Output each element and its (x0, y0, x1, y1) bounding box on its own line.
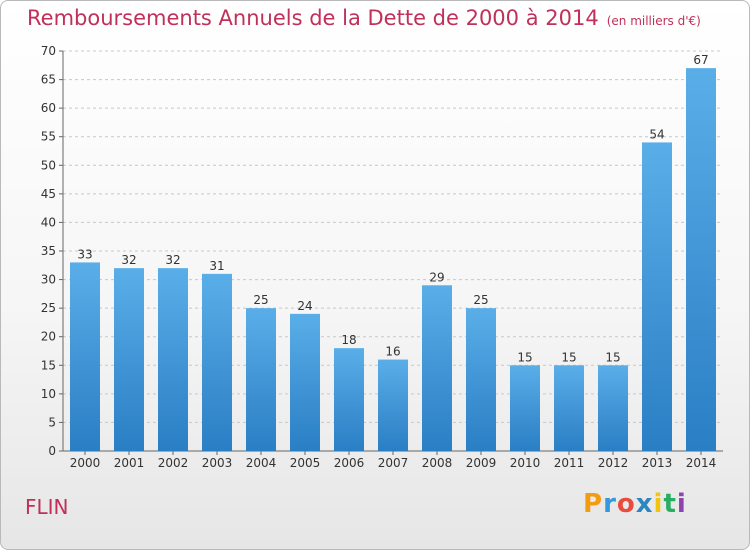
proxiti-logo: Proxiti (583, 489, 687, 519)
data-label: 15 (517, 350, 532, 364)
x-tick-label: 2009 (466, 456, 497, 470)
bar (642, 142, 672, 451)
bar (422, 285, 452, 451)
y-tick-label: 25 (41, 301, 56, 315)
data-label: 15 (605, 350, 620, 364)
x-tick-label: 2012 (598, 456, 629, 470)
y-tick-label: 30 (41, 273, 56, 287)
x-tick-label: 2008 (422, 456, 453, 470)
x-tick-label: 2006 (334, 456, 365, 470)
y-tick-labels: 0 5 10 15 20 25 30 35 40 45 50 55 60 65 70 (41, 44, 56, 458)
logo-letter: P (583, 489, 604, 519)
logo-letter: i (653, 489, 664, 519)
x-tick-label: 2002 (158, 456, 189, 470)
x-tick-label: 2001 (114, 456, 145, 470)
bar (510, 365, 540, 451)
data-label: 67 (693, 53, 708, 67)
y-tick-label: 0 (48, 444, 56, 458)
y-tick-label: 50 (41, 158, 56, 172)
data-label: 31 (209, 259, 224, 273)
x-tick-label: 2007 (378, 456, 409, 470)
data-label: 32 (121, 253, 136, 267)
chart-title-text: Remboursements Annuels de la Dette de 20… (27, 6, 599, 30)
logo-letter: i (676, 489, 687, 519)
y-tick-label: 15 (41, 358, 56, 372)
data-label: 24 (297, 299, 312, 313)
commune-name: FLIN (25, 495, 69, 519)
bar (598, 365, 628, 451)
logo-letter: t (663, 489, 677, 519)
y-tick-label: 70 (41, 44, 56, 58)
data-labels: 33 32 32 31 25 24 18 16 29 25 15 15 15 54 67 (77, 53, 708, 364)
x-tick-label: 2000 (70, 456, 101, 470)
bar (114, 268, 144, 451)
y-tick-label: 10 (41, 387, 56, 401)
data-label: 16 (385, 345, 400, 359)
chart-unit-note: (en milliers d'€) (606, 14, 701, 28)
y-tick-label: 60 (41, 101, 56, 115)
x-tick-label: 2011 (554, 456, 585, 470)
bar (554, 365, 584, 451)
bar (202, 273, 232, 451)
y-tick-label: 35 (41, 244, 56, 258)
data-label: 25 (253, 293, 268, 307)
y-tick-label: 20 (41, 330, 56, 344)
x-tick-label: 2010 (510, 456, 541, 470)
data-label: 33 (77, 247, 92, 261)
data-label: 29 (429, 270, 444, 284)
x-tick-label: 2004 (246, 456, 277, 470)
y-tick-label: 45 (41, 187, 56, 201)
bar (246, 308, 276, 451)
logo-letter: r (603, 489, 617, 519)
y-tick-label: 55 (41, 130, 56, 144)
data-label: 32 (165, 253, 180, 267)
x-tick-labels: 2000 2001 2002 2003 2004 2005 2006 2007 2008 2009… (70, 456, 717, 470)
bars (70, 68, 716, 452)
data-label: 15 (561, 350, 576, 364)
logo-letter: x (635, 489, 654, 519)
bar (378, 359, 408, 451)
bar (158, 268, 188, 451)
y-tick-label: 65 (41, 73, 56, 87)
chart-title: Remboursements Annuels de la Dette de 20… (27, 6, 701, 30)
bar (70, 262, 100, 451)
y-tick-label: 40 (41, 215, 56, 229)
x-tick-label: 2003 (202, 456, 233, 470)
bar (290, 313, 320, 451)
x-tick-label: 2014 (686, 456, 717, 470)
bar (686, 68, 716, 452)
data-label: 25 (473, 293, 488, 307)
bar (466, 308, 496, 451)
y-tick-label: 5 (48, 415, 56, 429)
data-label: 18 (341, 333, 356, 347)
x-tick-label: 2005 (290, 456, 321, 470)
data-label: 54 (649, 127, 664, 141)
x-tick-label: 2013 (642, 456, 673, 470)
logo-letter: o (616, 489, 636, 519)
bar (334, 348, 364, 451)
